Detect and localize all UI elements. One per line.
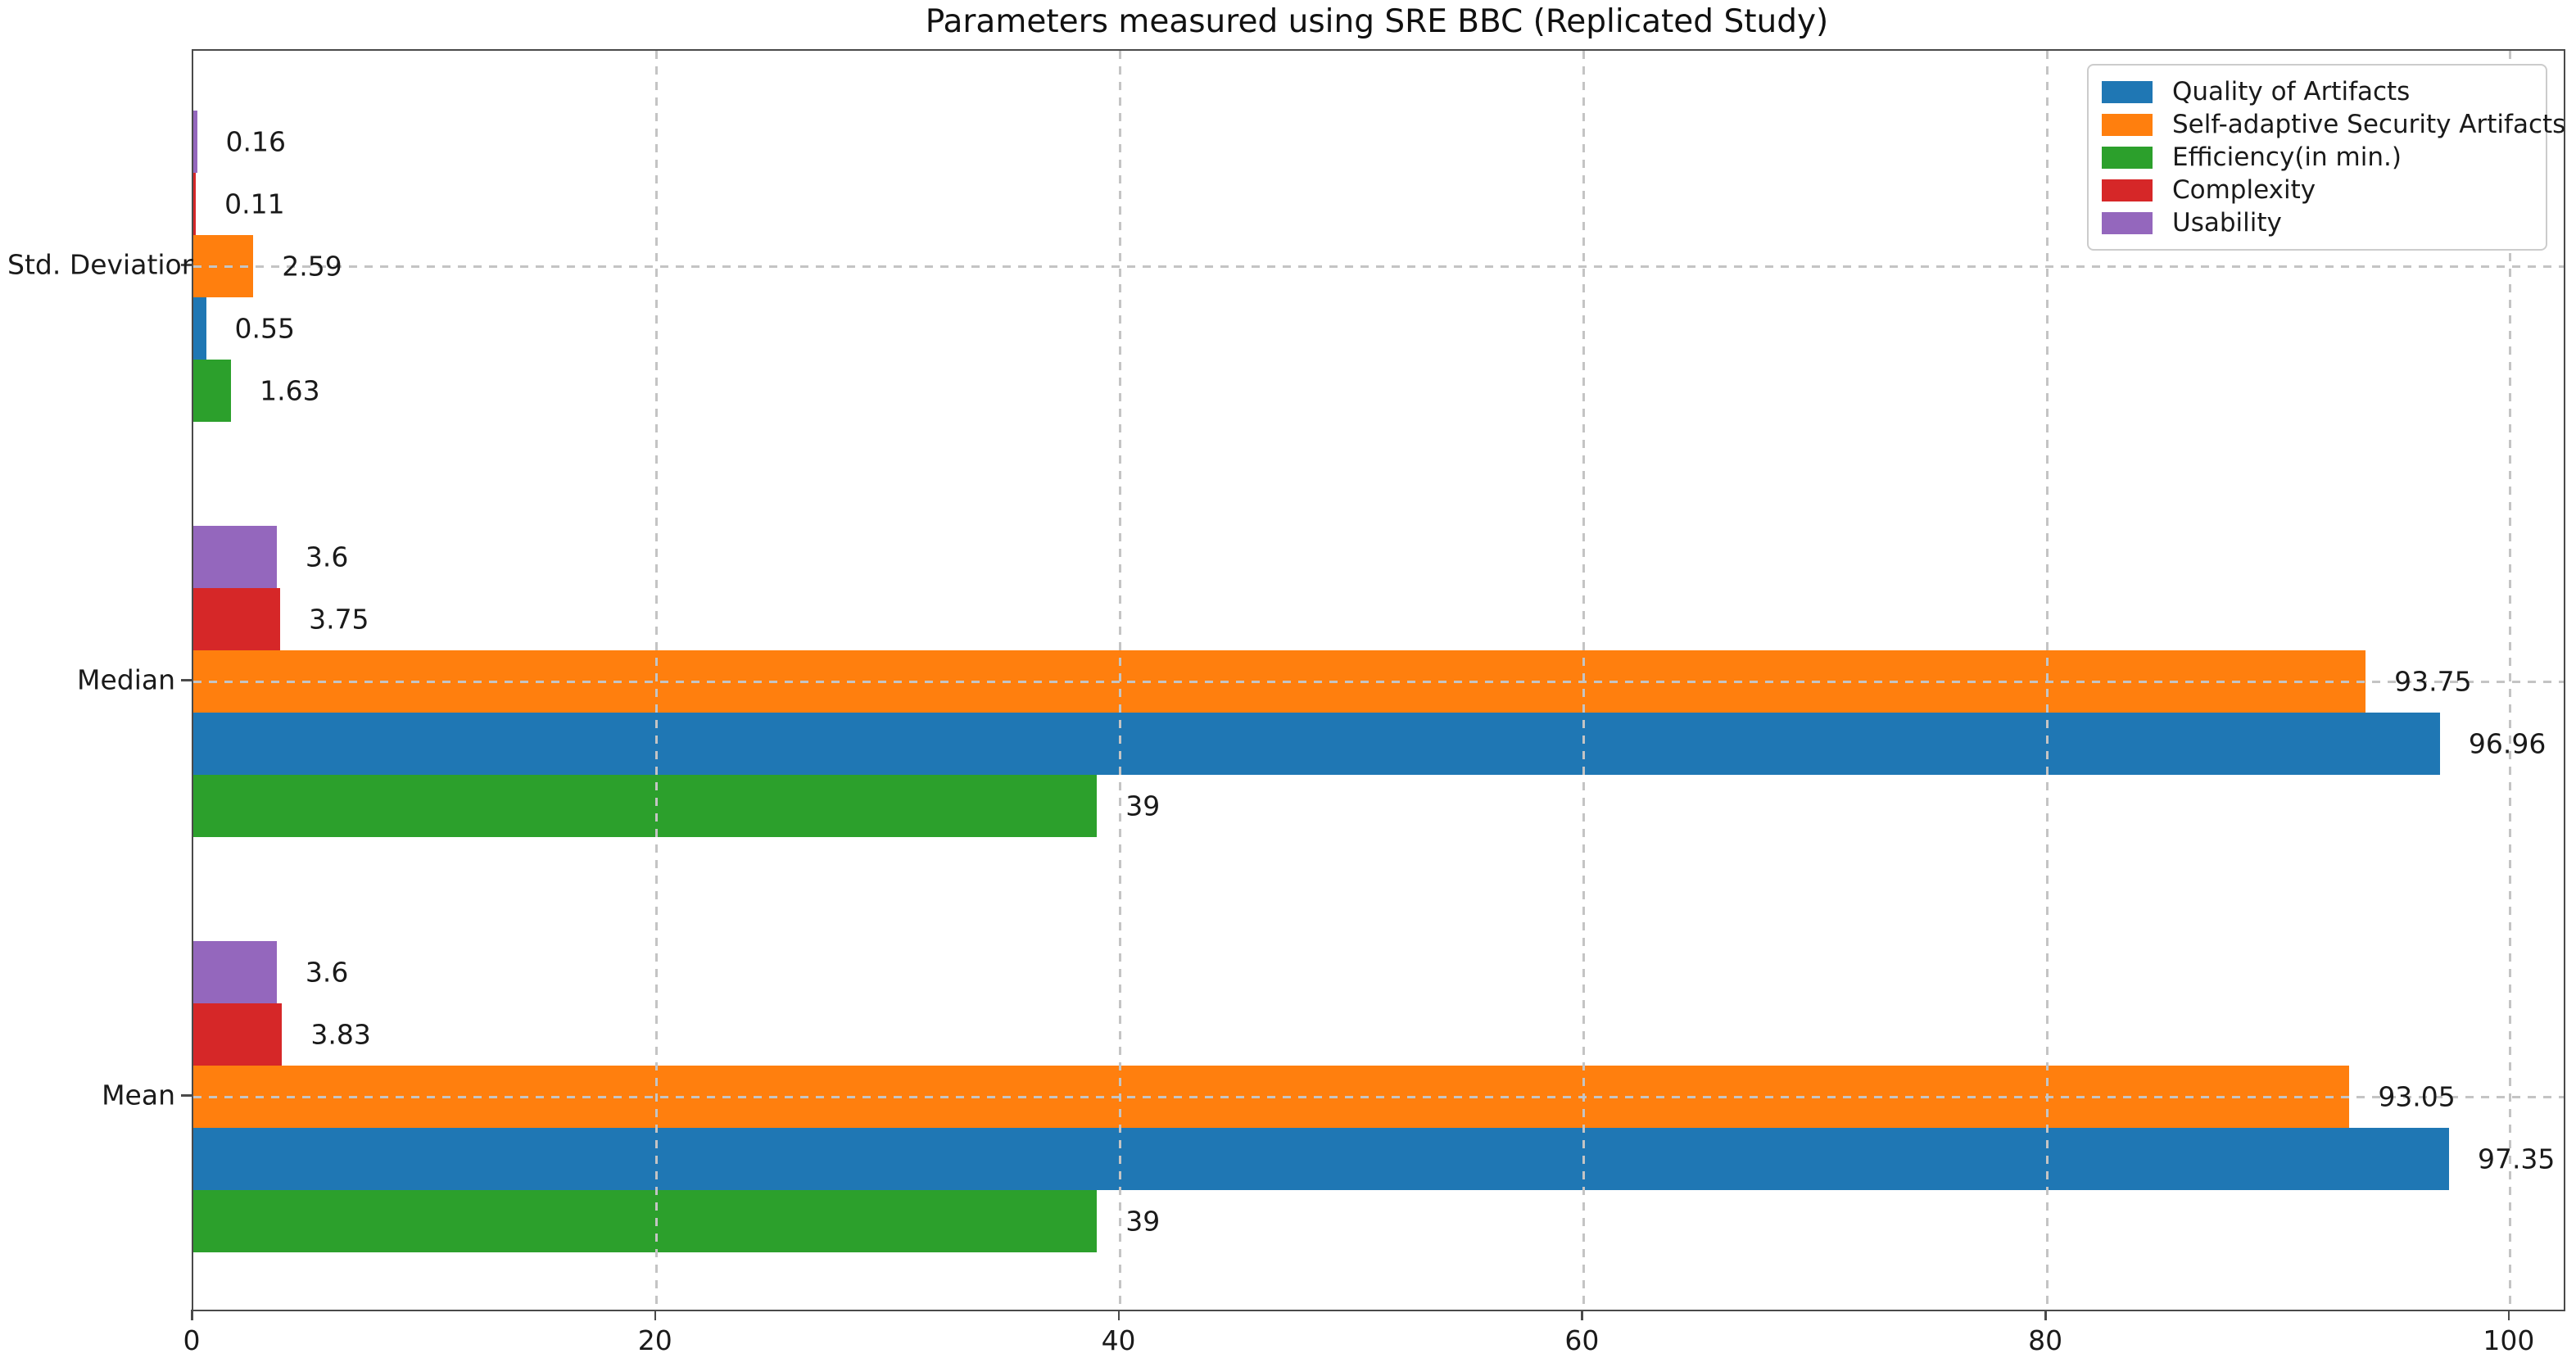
y-tick-label: Median: [76, 663, 175, 696]
legend-item: Complexity: [2102, 174, 2546, 206]
plot-area: 3.6 3.83 93.05 97.35 39 3.6 3.75 93.75 96.96 39 0.…: [192, 49, 2565, 1311]
y-tick-mark: [181, 679, 192, 681]
legend-item: Quality of Artifacts: [2102, 75, 2546, 108]
legend-swatch: [2102, 113, 2153, 136]
bar-value-label: 39: [1125, 1205, 1161, 1238]
bar-value-label: 96.96: [2468, 727, 2547, 760]
bar-value-label: 3.75: [309, 603, 369, 636]
bar-value-label: 97.35: [2477, 1143, 2556, 1175]
bar-value-label: 93.05: [2378, 1080, 2456, 1113]
bar: [193, 173, 197, 235]
x-tick-label: 60: [1564, 1324, 1600, 1356]
legend-label: Usability: [2172, 208, 2282, 238]
bar: [193, 1003, 283, 1066]
bar-value-label: 0.55: [234, 312, 296, 345]
bar: [193, 775, 1098, 837]
bar: [193, 297, 206, 360]
bar-value-label: 39: [1125, 790, 1161, 822]
x-tick-label: 40: [1101, 1324, 1136, 1356]
bar: [193, 111, 197, 173]
legend-label: Self-adaptive Security Artifacts: [2172, 110, 2566, 139]
x-tick-mark: [191, 1310, 193, 1320]
x-tick-label: 100: [2483, 1324, 2535, 1356]
legend-swatch: [2102, 179, 2153, 201]
horizontal-gridline: [193, 265, 2564, 268]
legend-swatch: [2102, 211, 2153, 234]
legend-item: Self-adaptive Security Artifacts: [2102, 108, 2565, 141]
x-tick-label: 20: [637, 1324, 672, 1356]
bar-value-label: 1.63: [260, 374, 320, 407]
bar: [193, 941, 277, 1003]
x-tick-mark: [654, 1310, 657, 1320]
bar-value-label: 0.16: [225, 125, 286, 158]
bar: [193, 1190, 1098, 1252]
bar-value-label: 3.6: [305, 956, 349, 989]
bar: [193, 526, 277, 588]
legend-item: Efficiency(in min.): [2102, 141, 2546, 174]
y-tick-label: Std. Deviation: [7, 248, 199, 281]
bar: [193, 1128, 2449, 1190]
bar-value-label: 3.6: [305, 541, 349, 573]
bar: [193, 360, 232, 422]
chart-title: Parameters measured using SRE BBC (Repli…: [925, 3, 1829, 40]
legend-swatch: [2102, 146, 2153, 169]
bar-value-label: 3.83: [310, 1018, 371, 1051]
legend-label: Complexity: [2172, 175, 2316, 205]
bar-value-label: 0.11: [224, 188, 285, 220]
bar-value-label: 93.75: [2394, 665, 2472, 698]
x-tick-label: 0: [183, 1324, 201, 1356]
y-tick-label: Mean: [102, 1079, 175, 1111]
horizontal-gridline: [193, 1095, 2564, 1098]
legend-label: Efficiency(in min.): [2172, 143, 2402, 172]
bar-value-label: 2.59: [282, 250, 342, 283]
legend: Quality of Artifacts Self-adaptive Securi…: [2087, 64, 2565, 251]
x-tick-mark: [1581, 1310, 1583, 1320]
bar: [193, 713, 2440, 775]
legend-swatch: [2102, 80, 2153, 103]
legend-label: Quality of Artifacts: [2172, 77, 2411, 106]
y-tick-mark: [181, 264, 192, 266]
bar: [193, 588, 281, 650]
legend-item: Usability: [2102, 206, 2546, 239]
x-tick-mark: [2044, 1310, 2047, 1320]
x-tick-mark: [1117, 1310, 1120, 1320]
x-tick-mark: [2507, 1310, 2510, 1320]
horizontal-gridline: [193, 680, 2564, 683]
x-tick-label: 80: [2028, 1324, 2063, 1356]
y-tick-mark: [181, 1094, 192, 1097]
